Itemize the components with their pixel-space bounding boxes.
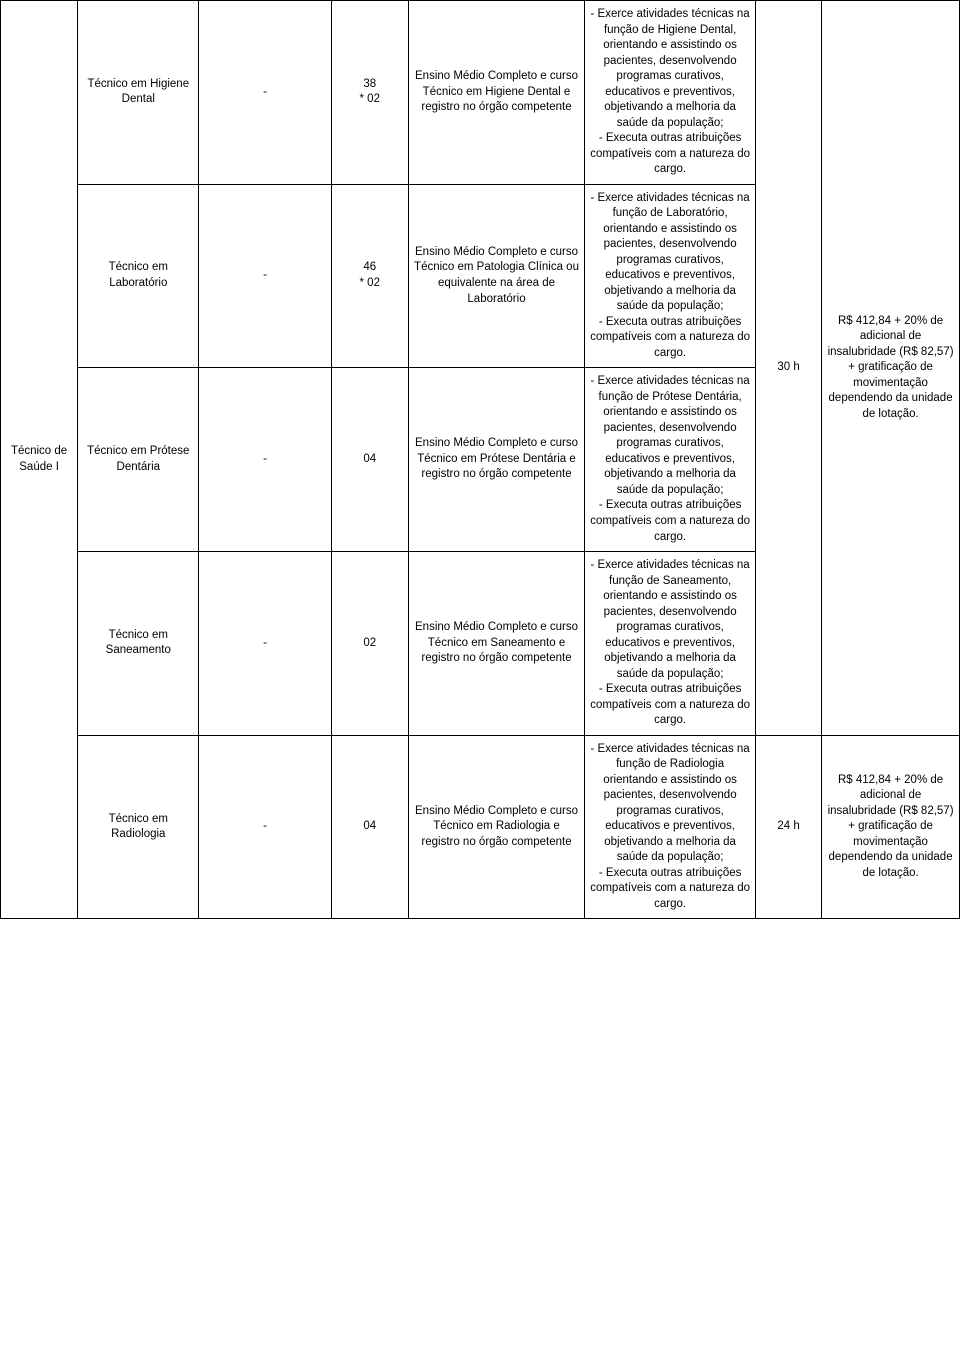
cell-vagas: 46* 02 (331, 184, 408, 368)
cell-funcao: Técnico em Prótese Dentária (78, 368, 199, 552)
cell-vagas: 04 (331, 368, 408, 552)
cell-c3: - (199, 184, 331, 368)
cell-atribuicao: - Exerce atividades técnicas na função d… (585, 735, 756, 919)
cell-vagas: 02 (331, 552, 408, 736)
cell-requisito: Ensino Médio Completo e curso Técnico em… (408, 735, 584, 919)
table-row: Técnico de Saúde I Técnico em Higiene De… (1, 1, 960, 185)
cell-funcao: Técnico em Radiologia (78, 735, 199, 919)
cell-c3: - (199, 552, 331, 736)
cell-funcao: Técnico em Saneamento (78, 552, 199, 736)
cell-remuneracao: R$ 412,84 + 20% de adicional de insalubr… (822, 735, 960, 919)
cell-funcao: Técnico em Laboratório (78, 184, 199, 368)
cell-requisito: Ensino Médio Completo e curso Técnico em… (408, 552, 584, 736)
cell-atribuicao: - Exerce atividades técnicas na função d… (585, 1, 756, 185)
cell-carga: 24 h (756, 735, 822, 919)
cell-c3: - (199, 1, 331, 185)
cell-atribuicao: - Exerce atividades técnicas na função d… (585, 184, 756, 368)
cell-atribuicao: - Exerce atividades técnicas na função d… (585, 368, 756, 552)
cell-atribuicao: - Exerce atividades técnicas na função d… (585, 552, 756, 736)
cell-vagas: 04 (331, 735, 408, 919)
cell-carga: 30 h (756, 1, 822, 736)
cell-c3: - (199, 735, 331, 919)
cell-requisito: Ensino Médio Completo e curso Técnico em… (408, 1, 584, 185)
cell-cargo: Técnico de Saúde I (1, 1, 78, 919)
cell-requisito: Ensino Médio Completo e curso Técnico em… (408, 368, 584, 552)
cargos-table: Técnico de Saúde I Técnico em Higiene De… (0, 0, 960, 919)
cell-remuneracao: R$ 412,84 + 20% de adicional de insalubr… (822, 1, 960, 736)
cell-c3: - (199, 368, 331, 552)
cell-funcao: Técnico em Higiene Dental (78, 1, 199, 185)
table-row: Técnico em Radiologia - 04 Ensino Médio … (1, 735, 960, 919)
cell-requisito: Ensino Médio Completo e curso Técnico em… (408, 184, 584, 368)
cell-vagas: 38* 02 (331, 1, 408, 185)
